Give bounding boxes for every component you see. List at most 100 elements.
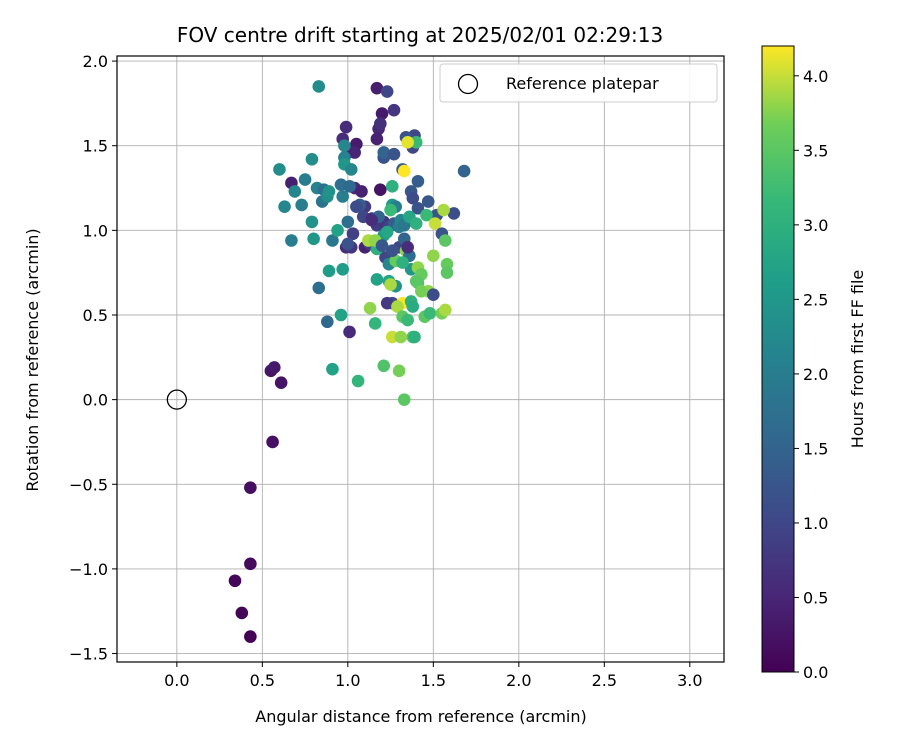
colorbar-tick-label: 2.0 [803, 365, 828, 384]
x-tick-label: 0.5 [250, 671, 275, 690]
data-point [312, 80, 326, 93]
data-point [411, 202, 425, 215]
data-point [437, 203, 450, 217]
data-point [401, 136, 414, 149]
data-point [344, 163, 358, 176]
data-point [457, 164, 471, 178]
data-point [370, 81, 384, 95]
data-point [298, 173, 312, 186]
data-point [375, 107, 389, 120]
legend-label-reference: Reference platepar [506, 74, 659, 93]
x-tick-label: 1.0 [335, 671, 360, 690]
data-point [411, 174, 425, 188]
data-point [387, 103, 401, 117]
data-point [377, 359, 391, 373]
data-point [244, 557, 257, 571]
data-point [244, 630, 257, 643]
data-point [440, 266, 454, 279]
data-point [394, 330, 408, 344]
data-point [341, 215, 355, 229]
data-point [244, 481, 257, 494]
data-point [387, 147, 401, 161]
data-point [438, 303, 452, 317]
data-point [273, 163, 286, 176]
data-point [350, 200, 363, 213]
x-axis-label: Angular distance from reference (arcmin) [255, 707, 586, 726]
y-tick-label: −1.5 [69, 645, 108, 664]
data-point [334, 308, 348, 322]
data-point [312, 281, 326, 295]
data-point [285, 234, 298, 247]
y-tick-label: −1.0 [69, 560, 108, 579]
data-point [409, 274, 423, 288]
data-point [406, 300, 420, 313]
data-point [346, 227, 360, 241]
legend-marker-reference [457, 73, 479, 95]
data-point [363, 301, 377, 315]
data-point [370, 273, 384, 286]
data-point [322, 264, 336, 278]
data-point [401, 240, 414, 254]
data-point [305, 215, 319, 229]
colorbar-tick-label: 4.0 [803, 67, 828, 86]
data-point [415, 284, 428, 298]
data-point [374, 183, 387, 197]
y-tick-label: −0.5 [69, 475, 108, 494]
x-tick-label: 0.0 [164, 671, 189, 690]
plot-frame [116, 55, 725, 663]
data-point [391, 300, 404, 313]
data-point [427, 288, 440, 301]
colorbar-tick-label: 0.5 [803, 588, 828, 607]
colorbar-ticks: 0.0 0.5 1.0 1.5 2.0 2.5 3.0 3.5 4.0 [794, 67, 828, 682]
data-point [421, 195, 435, 208]
legend-box [439, 63, 718, 103]
data-point [336, 262, 350, 276]
data-point [341, 237, 355, 251]
chart-title: FOV centre drift starting at 2025/02/01 … [177, 23, 663, 47]
data-point [288, 185, 302, 198]
data-point [397, 393, 411, 406]
data-point [307, 232, 320, 246]
data-point [447, 207, 461, 220]
data-point [339, 120, 353, 134]
y-tick-label: 1.5 [83, 137, 108, 156]
data-point [420, 208, 433, 222]
data-point [396, 256, 409, 269]
data-point [322, 185, 336, 198]
reference-platepar-marker [166, 389, 187, 410]
data-point [274, 376, 288, 389]
data-point [385, 180, 399, 193]
data-point [331, 224, 344, 237]
data-point [423, 306, 437, 320]
colorbar-tick-label: 3.5 [803, 141, 828, 160]
x-tick-label: 2.5 [592, 671, 617, 690]
data-point [380, 296, 394, 310]
data-point [326, 234, 339, 247]
data-point [228, 574, 242, 588]
x-tick-label: 2.0 [506, 671, 531, 690]
data-point [343, 325, 356, 339]
data-point [375, 239, 389, 252]
data-point [385, 244, 399, 257]
colorbar-tick-label: 2.5 [803, 290, 828, 309]
y-tick-label: 0.0 [83, 391, 108, 410]
data-point [235, 606, 249, 620]
data-point [326, 362, 339, 376]
data-point [384, 278, 397, 291]
data-point [338, 139, 351, 153]
data-point [278, 200, 291, 213]
y-tick-label: 0.5 [83, 306, 108, 325]
data-point [348, 146, 361, 159]
scatter-points [228, 80, 471, 643]
reference-point [166, 389, 187, 410]
data-point [370, 132, 384, 146]
data-point [343, 180, 356, 193]
colorbar-label: Hours from first FF file [848, 270, 867, 449]
colorbar-tick-label: 1.5 [803, 439, 828, 458]
data-point [365, 213, 379, 227]
data-point [355, 185, 368, 198]
data-point [380, 85, 394, 98]
data-point [392, 364, 406, 378]
data-point [268, 361, 281, 374]
data-point [427, 249, 440, 263]
